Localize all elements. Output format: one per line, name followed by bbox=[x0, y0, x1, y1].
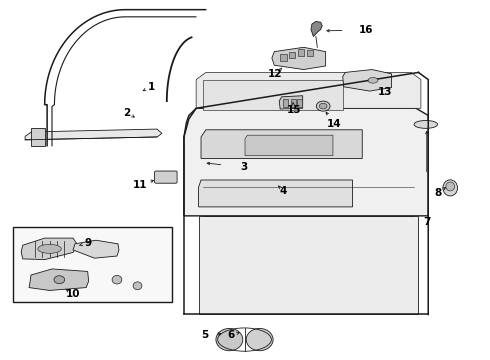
Text: 5: 5 bbox=[201, 330, 209, 340]
Polygon shape bbox=[73, 240, 119, 258]
Ellipse shape bbox=[446, 182, 455, 191]
Text: 6: 6 bbox=[228, 330, 235, 340]
Text: 4: 4 bbox=[279, 186, 287, 197]
Text: 8: 8 bbox=[434, 188, 441, 198]
Text: 1: 1 bbox=[147, 82, 155, 92]
Ellipse shape bbox=[414, 121, 438, 129]
Ellipse shape bbox=[112, 275, 122, 284]
Text: 12: 12 bbox=[268, 69, 283, 79]
Polygon shape bbox=[203, 80, 343, 110]
Text: 15: 15 bbox=[287, 105, 301, 115]
Polygon shape bbox=[245, 135, 333, 156]
Ellipse shape bbox=[54, 276, 65, 284]
Polygon shape bbox=[279, 96, 303, 109]
Ellipse shape bbox=[317, 101, 330, 111]
Bar bbox=[291, 99, 296, 107]
Polygon shape bbox=[343, 69, 392, 91]
Polygon shape bbox=[272, 47, 326, 69]
Polygon shape bbox=[31, 128, 45, 146]
Polygon shape bbox=[25, 129, 162, 140]
Text: 9: 9 bbox=[84, 238, 91, 248]
FancyBboxPatch shape bbox=[155, 171, 177, 183]
Bar bbox=[297, 99, 302, 107]
Polygon shape bbox=[21, 238, 78, 260]
Bar bbox=[13, 226, 172, 302]
Polygon shape bbox=[196, 72, 421, 108]
Bar bbox=[298, 49, 304, 56]
Bar bbox=[307, 50, 313, 56]
Bar bbox=[289, 51, 295, 58]
Text: 3: 3 bbox=[240, 162, 247, 172]
Bar bbox=[283, 99, 288, 107]
Ellipse shape bbox=[368, 77, 378, 83]
Text: 7: 7 bbox=[423, 217, 430, 226]
Polygon shape bbox=[198, 216, 418, 315]
Polygon shape bbox=[311, 22, 322, 37]
Text: 11: 11 bbox=[133, 180, 147, 190]
Polygon shape bbox=[198, 180, 352, 207]
Ellipse shape bbox=[38, 244, 61, 253]
Text: 14: 14 bbox=[327, 120, 341, 129]
Polygon shape bbox=[184, 108, 428, 216]
Ellipse shape bbox=[319, 103, 327, 109]
Ellipse shape bbox=[246, 328, 273, 351]
Text: 2: 2 bbox=[123, 108, 130, 118]
Text: 16: 16 bbox=[359, 25, 373, 35]
Polygon shape bbox=[29, 269, 89, 291]
Text: 10: 10 bbox=[66, 289, 80, 299]
Polygon shape bbox=[201, 130, 362, 158]
Ellipse shape bbox=[216, 328, 243, 351]
Bar bbox=[280, 54, 287, 61]
Ellipse shape bbox=[443, 180, 458, 196]
Text: 13: 13 bbox=[378, 87, 392, 97]
Ellipse shape bbox=[133, 282, 142, 290]
